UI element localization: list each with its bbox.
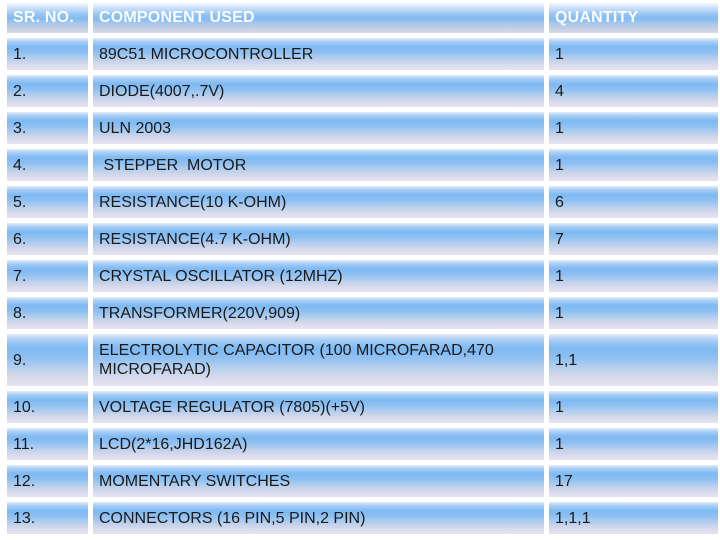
column-header-quantity: QUANTITY: [549, 3, 718, 33]
component-cell: RESISTANCE(10 K-OHM): [93, 186, 544, 218]
quantity-cell: 1,1: [549, 334, 718, 386]
component-cell: VOLTAGE REGULATOR (7805)(+5V): [93, 391, 544, 423]
table-row: 4. STEPPER MOTOR 1: [7, 149, 718, 181]
sr-no-cell: 6.: [7, 223, 88, 255]
quantity-cell: 6: [549, 186, 718, 218]
component-cell: ULN 2003: [93, 112, 544, 144]
table-row: 6. RESISTANCE(4.7 K-OHM) 7: [7, 223, 718, 255]
quantity-cell: 17: [549, 465, 718, 497]
component-cell: CONNECTORS (16 PIN,5 PIN,2 PIN): [93, 502, 544, 534]
sr-no-cell: 11.: [7, 428, 88, 460]
table-row: 9. ELECTROLYTIC CAPACITOR (100 MICROFARA…: [7, 334, 718, 386]
sr-no-cell: 10.: [7, 391, 88, 423]
table-row: 3. ULN 2003 1: [7, 112, 718, 144]
quantity-cell: 1: [549, 38, 718, 70]
component-cell: DIODE(4007,.7V): [93, 75, 544, 107]
table-row: 1. 89C51 MICROCONTROLLER 1: [7, 38, 718, 70]
table-row: 12. MOMENTARY SWITCHES 17: [7, 465, 718, 497]
sr-no-cell: 8.: [7, 297, 88, 329]
quantity-cell: 1: [549, 112, 718, 144]
component-cell: CRYSTAL OSCILLATOR (12MHZ): [93, 260, 544, 292]
quantity-cell: 1: [549, 260, 718, 292]
sr-no-cell: 7.: [7, 260, 88, 292]
sr-no-cell: 5.: [7, 186, 88, 218]
table-row: 5. RESISTANCE(10 K-OHM) 6: [7, 186, 718, 218]
table-row: 13. CONNECTORS (16 PIN,5 PIN,2 PIN) 1,1,…: [7, 502, 718, 534]
component-cell: 89C51 MICROCONTROLLER: [93, 38, 544, 70]
header-row: SR. NO. COMPONENT USED QUANTITY: [7, 3, 718, 33]
component-cell: MOMENTARY SWITCHES: [93, 465, 544, 497]
sr-no-cell: 13.: [7, 502, 88, 534]
sr-no-cell: 1.: [7, 38, 88, 70]
column-header-sr-no: SR. NO.: [7, 3, 88, 33]
quantity-cell: 1: [549, 297, 718, 329]
component-cell: STEPPER MOTOR: [93, 149, 544, 181]
table-row: 2. DIODE(4007,.7V) 4: [7, 75, 718, 107]
quantity-cell: 1: [549, 149, 718, 181]
table-row: 11. LCD(2*16,JHD162A) 1: [7, 428, 718, 460]
quantity-cell: 1: [549, 391, 718, 423]
sr-no-cell: 2.: [7, 75, 88, 107]
table-row: 10. VOLTAGE REGULATOR (7805)(+5V) 1: [7, 391, 718, 423]
table-row: 7. CRYSTAL OSCILLATOR (12MHZ) 1: [7, 260, 718, 292]
sr-no-cell: 4.: [7, 149, 88, 181]
quantity-cell: 4: [549, 75, 718, 107]
component-cell: RESISTANCE(4.7 K-OHM): [93, 223, 544, 255]
sr-no-cell: 9.: [7, 334, 88, 386]
quantity-cell: 7: [549, 223, 718, 255]
quantity-cell: 1,1,1: [549, 502, 718, 534]
sr-no-cell: 12.: [7, 465, 88, 497]
component-cell: LCD(2*16,JHD162A): [93, 428, 544, 460]
table-body: 1. 89C51 MICROCONTROLLER 1 2. DIODE(4007…: [7, 38, 718, 534]
component-cell: TRANSFORMER(220V,909): [93, 297, 544, 329]
quantity-cell: 1: [549, 428, 718, 460]
column-header-component-used: COMPONENT USED: [93, 3, 544, 33]
sr-no-cell: 3.: [7, 112, 88, 144]
component-cell: ELECTROLYTIC CAPACITOR (100 MICROFARAD,4…: [93, 334, 544, 386]
table-row: 8. TRANSFORMER(220V,909) 1: [7, 297, 718, 329]
